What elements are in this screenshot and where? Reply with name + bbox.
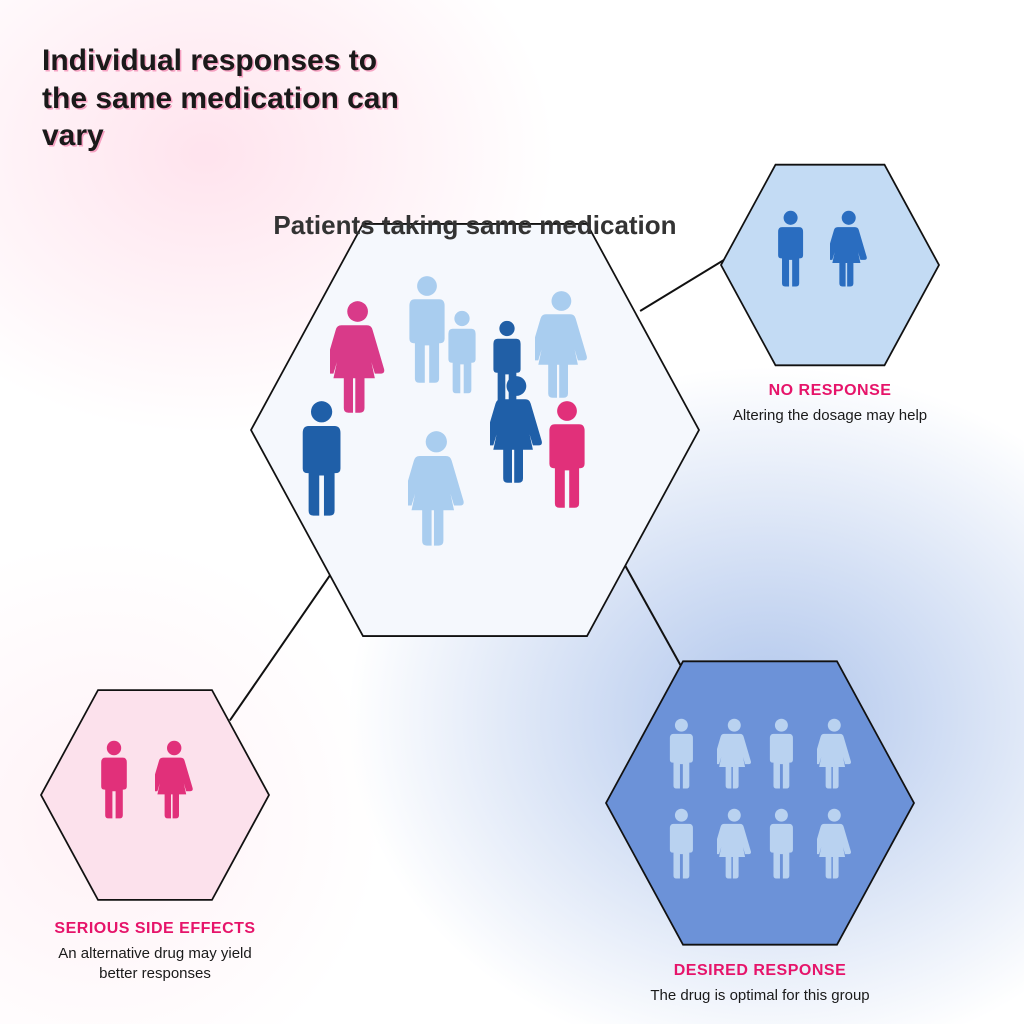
center-person-male bbox=[405, 275, 449, 391]
no-response-label: NO RESPONSE Altering the dosage may help bbox=[720, 382, 940, 426]
desired-label-title: DESIRED RESPONSE bbox=[615, 962, 905, 980]
desired-person-male bbox=[767, 808, 796, 884]
desired-person-female bbox=[817, 718, 852, 794]
desired-label-subtitle: The drug is optimal for this group bbox=[615, 986, 905, 1006]
side-effects-label-title: SERIOUS SIDE EFFECTS bbox=[40, 920, 270, 938]
center-person-male bbox=[545, 400, 589, 516]
side-effects-label: SERIOUS SIDE EFFECTS An alternative drug … bbox=[40, 920, 270, 983]
desired-label: DESIRED RESPONSE The drug is optimal for … bbox=[615, 962, 905, 1006]
connector-line bbox=[229, 575, 330, 721]
side-effects-person-male bbox=[98, 740, 130, 824]
desired-person-female bbox=[717, 808, 752, 884]
desired-person-male bbox=[767, 718, 796, 794]
main-title: Individual responses to the same medicat… bbox=[42, 42, 402, 155]
side-effects-person-female bbox=[155, 740, 193, 824]
desired-person-female bbox=[817, 808, 852, 884]
no-response-label-title: NO RESPONSE bbox=[720, 382, 940, 400]
center-person-female bbox=[535, 290, 588, 406]
desired-person-male bbox=[667, 718, 696, 794]
center-title: Patients taking same medication bbox=[255, 210, 695, 241]
center-person-male bbox=[298, 400, 345, 524]
no-response-label-subtitle: Altering the dosage may help bbox=[720, 406, 940, 426]
center-person-male bbox=[445, 310, 479, 399]
desired-hex-fill bbox=[607, 650, 913, 956]
no-response-person-male bbox=[775, 210, 806, 292]
center-person-female bbox=[408, 430, 465, 554]
desired-person-male bbox=[667, 808, 696, 884]
center-person-female bbox=[490, 375, 543, 491]
side-effects-label-subtitle: An alternative drug may yield better res… bbox=[40, 944, 270, 983]
no-response-person-female bbox=[830, 210, 867, 292]
desired-person-female bbox=[717, 718, 752, 794]
